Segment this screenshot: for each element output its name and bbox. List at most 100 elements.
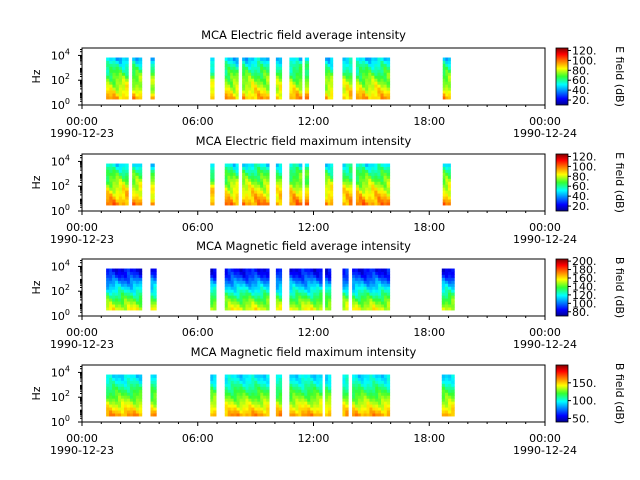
data-cell <box>210 87 215 91</box>
data-cell <box>368 166 372 170</box>
data-cell <box>292 401 296 405</box>
data-cell <box>235 178 239 182</box>
data-cell <box>120 389 125 393</box>
data-cell <box>150 181 155 185</box>
data-cell <box>304 377 308 381</box>
data-cell <box>325 81 329 85</box>
data-cell <box>345 199 350 203</box>
data-cell <box>345 202 350 206</box>
data-cell <box>227 407 232 411</box>
data-cell <box>368 69 372 73</box>
data-cell <box>289 93 293 97</box>
data-cell <box>126 307 131 311</box>
data-cell <box>153 407 157 411</box>
data-cell <box>298 78 303 82</box>
data-cell <box>304 295 308 299</box>
data-cell <box>381 280 385 284</box>
data-cell <box>355 78 360 82</box>
data-cell <box>112 84 117 88</box>
data-cell <box>109 84 113 88</box>
data-cell <box>289 90 293 94</box>
data-cell <box>118 407 122 411</box>
data-cell <box>383 166 388 170</box>
data-cell <box>109 383 113 387</box>
data-cell <box>357 374 362 378</box>
data-cell <box>325 69 329 73</box>
data-cell <box>263 407 267 411</box>
data-cell <box>319 295 323 299</box>
data-cell <box>106 169 110 173</box>
data-cell <box>383 395 388 399</box>
data-cell <box>289 166 293 170</box>
data-cell <box>245 181 249 185</box>
data-cell <box>383 392 388 396</box>
data-cell <box>150 75 155 79</box>
data-cell <box>451 392 455 396</box>
data-cell <box>359 84 363 88</box>
data-cell <box>210 202 215 206</box>
data-cell <box>292 190 297 194</box>
data-cell <box>230 413 235 417</box>
data-cell <box>359 87 363 91</box>
data-cell <box>115 63 120 67</box>
data-cell <box>355 196 360 200</box>
data-cell <box>292 274 296 278</box>
data-cell <box>357 401 362 405</box>
data-cell <box>378 289 382 293</box>
data-cell <box>235 84 239 88</box>
data-cell <box>278 410 283 414</box>
data-cell <box>260 301 264 305</box>
data-cell <box>451 374 455 378</box>
data-cell <box>445 87 449 91</box>
data-cell <box>210 289 214 293</box>
data-cell <box>254 193 258 197</box>
data-cell <box>251 401 255 405</box>
data-cell <box>248 187 252 191</box>
data-cell <box>360 286 365 290</box>
data-cell <box>342 181 347 185</box>
data-cell <box>106 96 110 100</box>
data-cell <box>118 307 122 311</box>
data-cell <box>447 175 451 179</box>
data-cell <box>263 190 267 194</box>
data-cell <box>292 304 296 308</box>
data-cell <box>132 374 137 378</box>
data-cell <box>236 271 240 275</box>
data-cell <box>235 75 239 79</box>
data-cell <box>295 407 299 411</box>
data-cell <box>121 78 126 82</box>
data-cell <box>132 169 136 173</box>
data-cell <box>383 184 388 188</box>
data-cell <box>289 96 293 100</box>
data-cell <box>210 377 214 381</box>
data-cell <box>132 202 136 206</box>
data-cell <box>442 169 446 173</box>
data-cell <box>112 90 117 94</box>
data-cell <box>112 395 116 399</box>
data-cell <box>248 392 252 396</box>
data-cell <box>445 90 449 94</box>
data-cell <box>257 389 261 393</box>
data-cell <box>345 63 350 67</box>
data-cell <box>251 96 255 100</box>
x-tick-date-label: 1990-12-24 <box>513 338 577 351</box>
data-cell <box>298 93 303 97</box>
data-cell <box>115 398 119 402</box>
data-cell <box>369 295 373 299</box>
data-cell <box>295 404 299 408</box>
data-cell <box>118 196 123 200</box>
data-cell <box>135 166 139 170</box>
data-cell <box>115 184 120 188</box>
data-cell <box>298 175 303 179</box>
colorbar <box>555 258 569 317</box>
data-cell <box>369 407 373 411</box>
data-cell <box>355 163 360 167</box>
data-cell <box>230 286 235 290</box>
data-cell <box>266 274 270 278</box>
data-cell <box>342 404 346 408</box>
data-cell <box>292 307 296 311</box>
data-cell <box>254 377 258 381</box>
data-cell <box>132 407 137 411</box>
data-cell <box>380 57 384 61</box>
data-cell <box>295 78 300 82</box>
